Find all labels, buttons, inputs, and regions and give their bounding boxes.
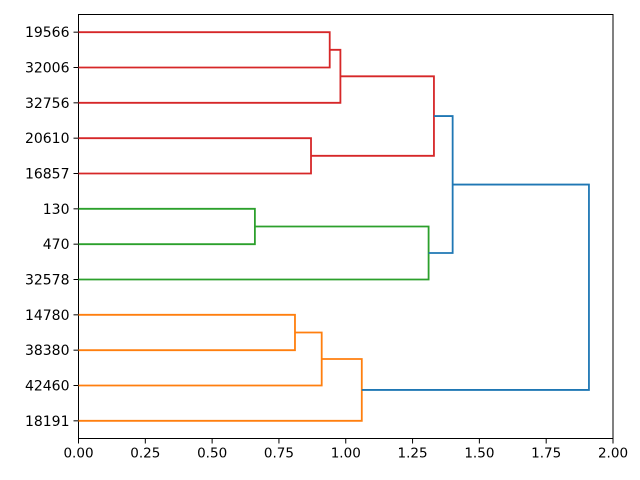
leaf-label: 32756 (25, 96, 70, 112)
leaf-label: 14780 (25, 308, 70, 324)
x-tick-label: 0.75 (264, 446, 294, 462)
x-tick-label: 0.00 (63, 446, 93, 462)
dendrogram-link (78, 48, 342, 104)
leaf-label: 470 (43, 237, 70, 253)
leaf-label: 32578 (25, 273, 70, 289)
leaf-label: 18191 (25, 414, 70, 430)
dendrogram-link (311, 75, 435, 157)
leaf-label: 16857 (25, 167, 70, 183)
leaf-label: 20610 (25, 131, 70, 147)
dendrogram-link (78, 313, 296, 352)
dendrogram-link (78, 207, 256, 246)
x-tick-label: 2.00 (598, 446, 628, 462)
dendrogram-link (428, 115, 454, 254)
x-tick-label: 1.00 (331, 446, 361, 462)
leaf-label: 32006 (25, 61, 70, 77)
x-tick-label: 0.25 (130, 446, 160, 462)
dendrogram-link (78, 137, 312, 175)
dendrogram-link (78, 331, 323, 387)
x-tick-label: 0.50 (197, 446, 227, 462)
dendrogram-link (78, 358, 363, 422)
leaf-label: 19566 (25, 25, 70, 41)
dendrogram-link (78, 31, 331, 69)
dendrogram-link (361, 183, 590, 391)
leaf-label: 38380 (25, 343, 70, 359)
x-tick-label: 1.75 (531, 446, 561, 462)
dendrogram-link (78, 225, 430, 281)
x-tick-label: 1.50 (464, 446, 494, 462)
leaf-label: 42460 (25, 379, 70, 395)
leaf-label: 130 (43, 202, 70, 218)
x-tick-label: 1.25 (398, 446, 428, 462)
